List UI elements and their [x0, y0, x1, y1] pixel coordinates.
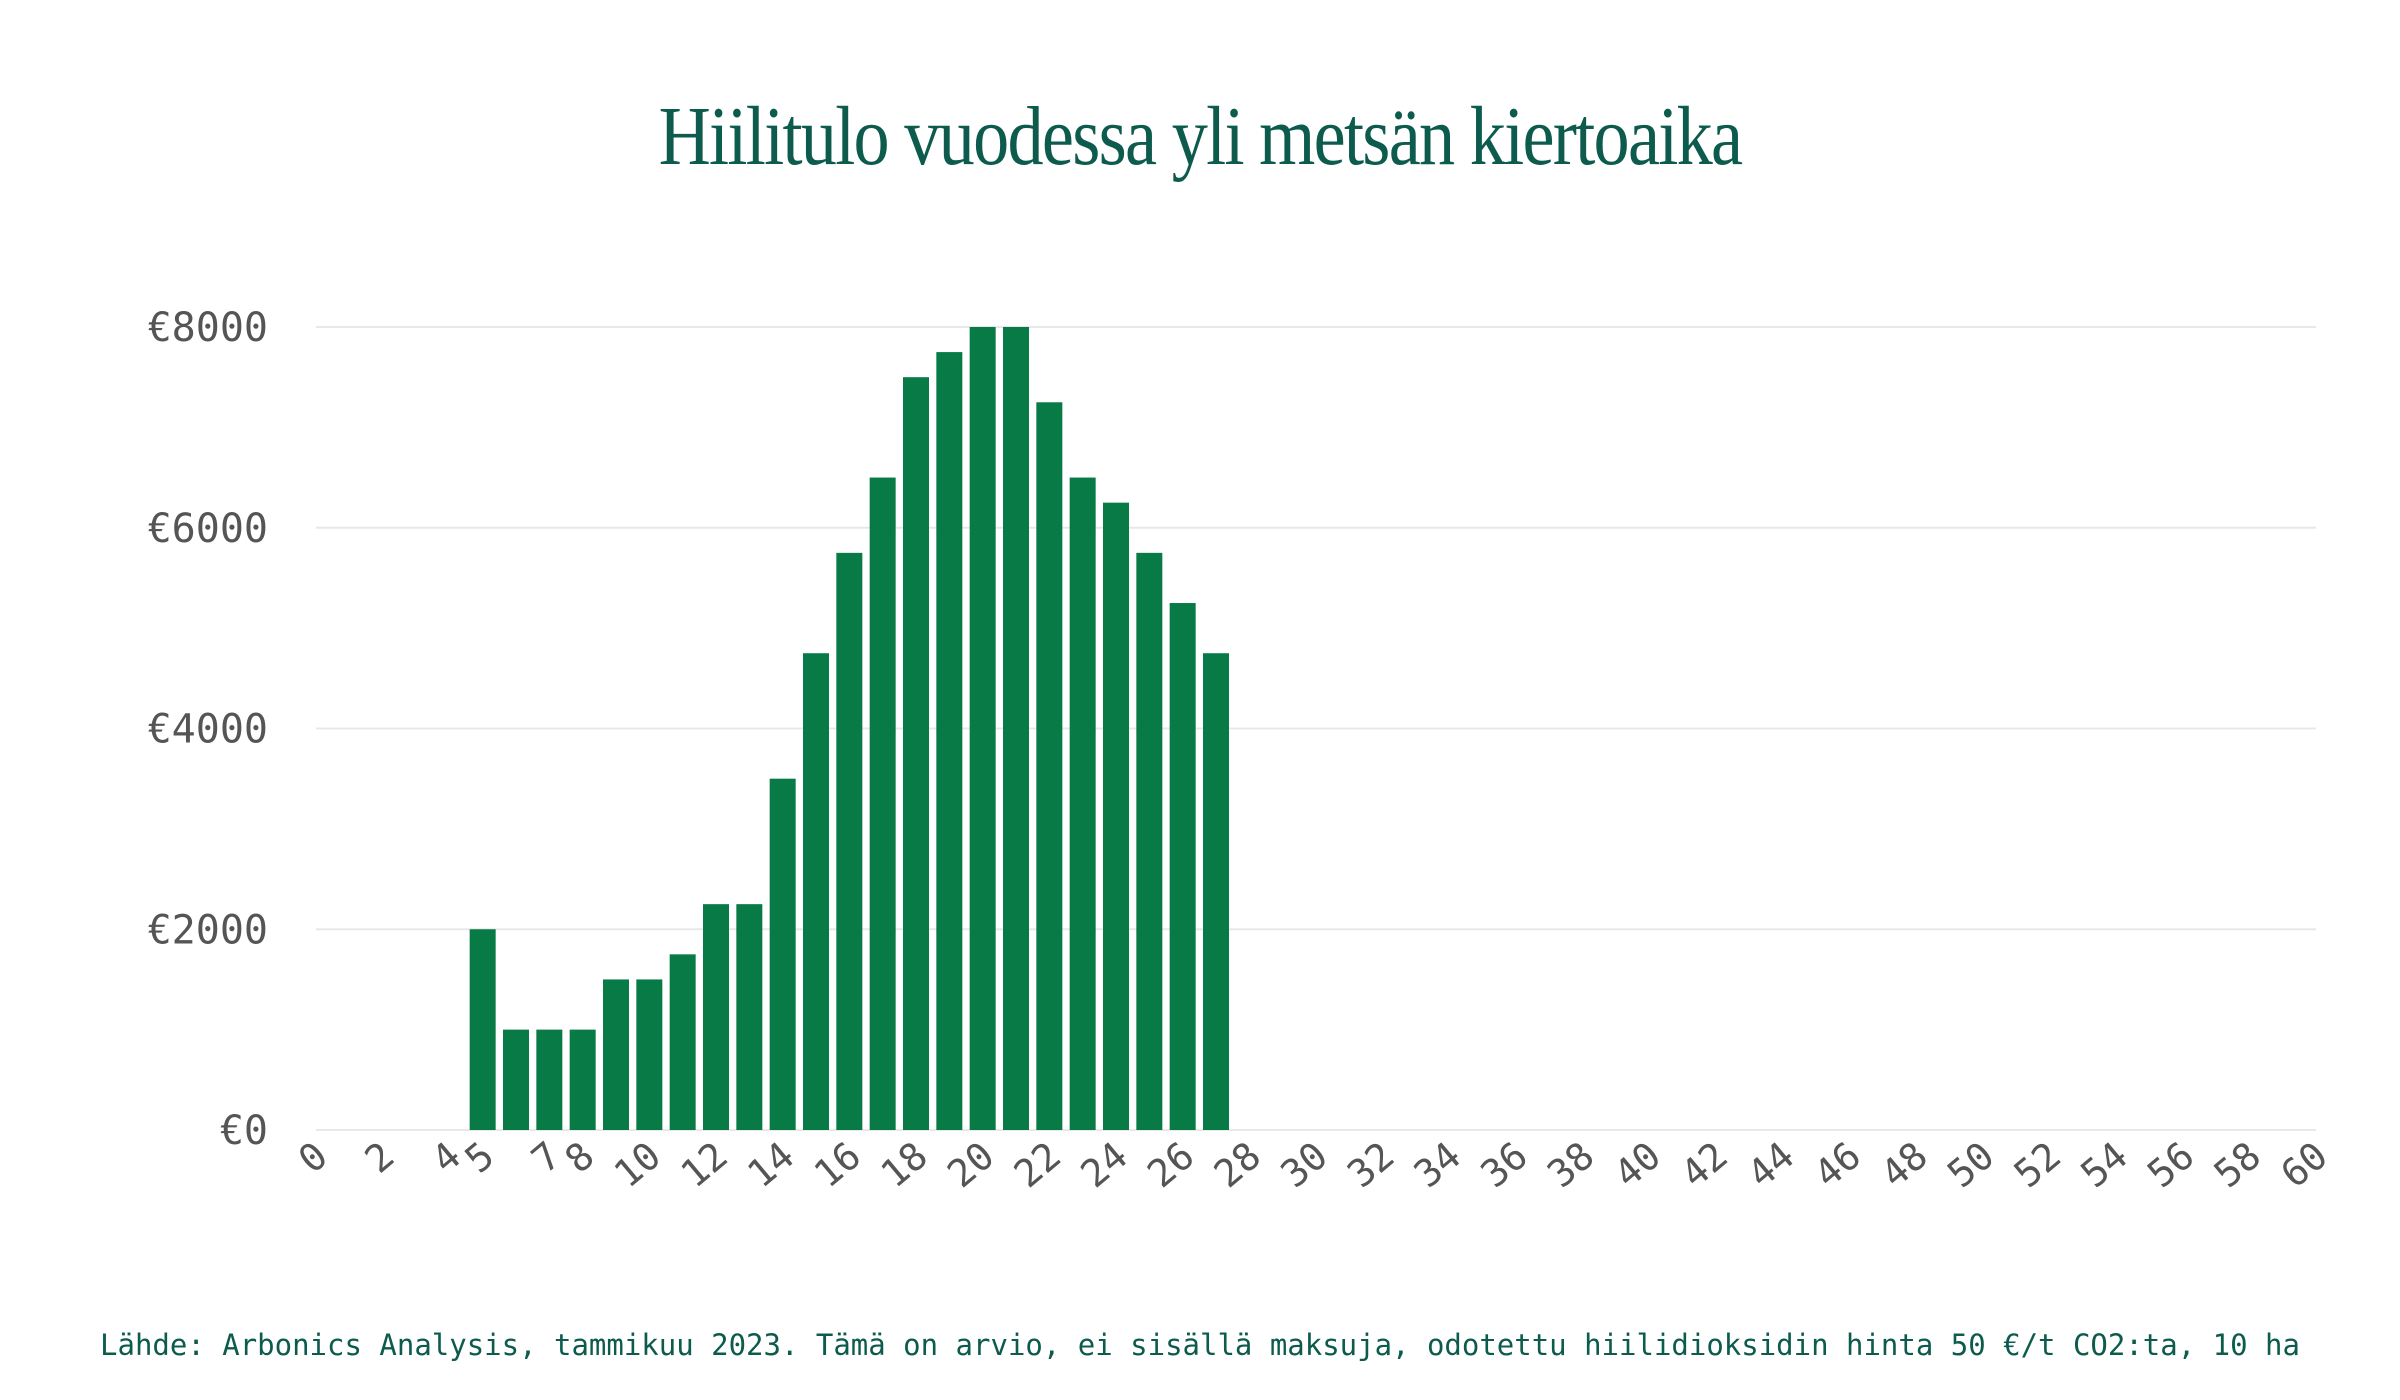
x-tick-label: 20 [939, 1133, 1002, 1196]
bar [936, 352, 963, 1130]
x-tick-label: 18 [872, 1133, 935, 1196]
bar [869, 477, 896, 1130]
bars [469, 327, 1229, 1130]
x-tick-label: 60 [2272, 1133, 2335, 1196]
bar [1203, 653, 1229, 1130]
x-tick-label: 0 [290, 1133, 336, 1181]
bar [969, 327, 996, 1130]
source-note: Lähde: Arbonics Analysis, tammikuu 2023.… [100, 1328, 2300, 1362]
y-tick-label: €8000 [148, 305, 268, 351]
x-tick-label: 36 [1472, 1133, 1535, 1196]
bar [1036, 402, 1063, 1130]
x-tick-label: 26 [1139, 1133, 1202, 1196]
bar [703, 904, 729, 1130]
x-tick-label: 28 [1206, 1133, 1269, 1196]
bar [603, 979, 629, 1130]
bar [836, 552, 863, 1130]
x-tick-label: 14 [739, 1133, 802, 1196]
x-tick-label: 4 [423, 1133, 469, 1181]
x-tick-label: 32 [1339, 1133, 1402, 1196]
y-axis-ticks: €0 €2000 €4000 €6000 €8000 [148, 305, 268, 1154]
bar [1169, 603, 1196, 1130]
bar [636, 979, 663, 1130]
x-tick-label: 22 [1006, 1133, 1069, 1196]
bar [1103, 502, 1129, 1130]
x-tick-label: 50 [1939, 1133, 2002, 1196]
x-tick-label: 34 [1406, 1133, 1469, 1196]
x-tick-label: 42 [1672, 1133, 1735, 1196]
bar [736, 904, 763, 1130]
x-tick-label: 5 [457, 1133, 503, 1181]
x-tick-label: 8 [557, 1133, 603, 1181]
y-tick-label: €2000 [148, 907, 268, 953]
x-tick-label: 44 [1739, 1133, 1802, 1196]
y-tick-label: €0 [220, 1108, 268, 1154]
bar [1003, 327, 1029, 1130]
x-tick-label: 38 [1539, 1133, 1602, 1196]
y-tick-label: €6000 [148, 506, 268, 552]
bar [669, 954, 696, 1130]
bar [503, 1029, 529, 1130]
x-tick-label: 40 [1606, 1133, 1669, 1196]
x-tick-label: 2 [357, 1133, 403, 1181]
x-tick-label: 24 [1072, 1133, 1135, 1196]
chart-title: Hiilitulo vuodessa yli metsän kiertoaika [658, 90, 1744, 183]
x-tick-label: 56 [2139, 1133, 2202, 1196]
bar [803, 653, 829, 1130]
x-tick-label: 52 [2006, 1133, 2069, 1196]
bar [569, 1029, 596, 1130]
x-axis-ticks: 0 2 45 78 10 12 14 16 18 20 22 24 26 28 30 32 34 36 38 40 42… [290, 1133, 2336, 1196]
x-tick-label: 54 [2072, 1133, 2135, 1196]
x-tick-label: 7 [523, 1133, 569, 1181]
x-tick-label: 46 [1806, 1133, 1869, 1196]
bar [469, 929, 496, 1130]
bar [1136, 552, 1163, 1130]
bar [903, 377, 929, 1130]
bar [536, 1029, 563, 1130]
x-tick-label: 10 [606, 1133, 669, 1196]
bar [769, 778, 796, 1130]
y-tick-label: €4000 [148, 707, 268, 753]
x-tick-label: 48 [1872, 1133, 1935, 1196]
x-tick-label: 16 [806, 1133, 869, 1196]
x-tick-label: 30 [1272, 1133, 1335, 1196]
bar [1069, 477, 1096, 1130]
x-tick-label: 58 [2206, 1133, 2269, 1196]
x-tick-label: 12 [672, 1133, 735, 1196]
